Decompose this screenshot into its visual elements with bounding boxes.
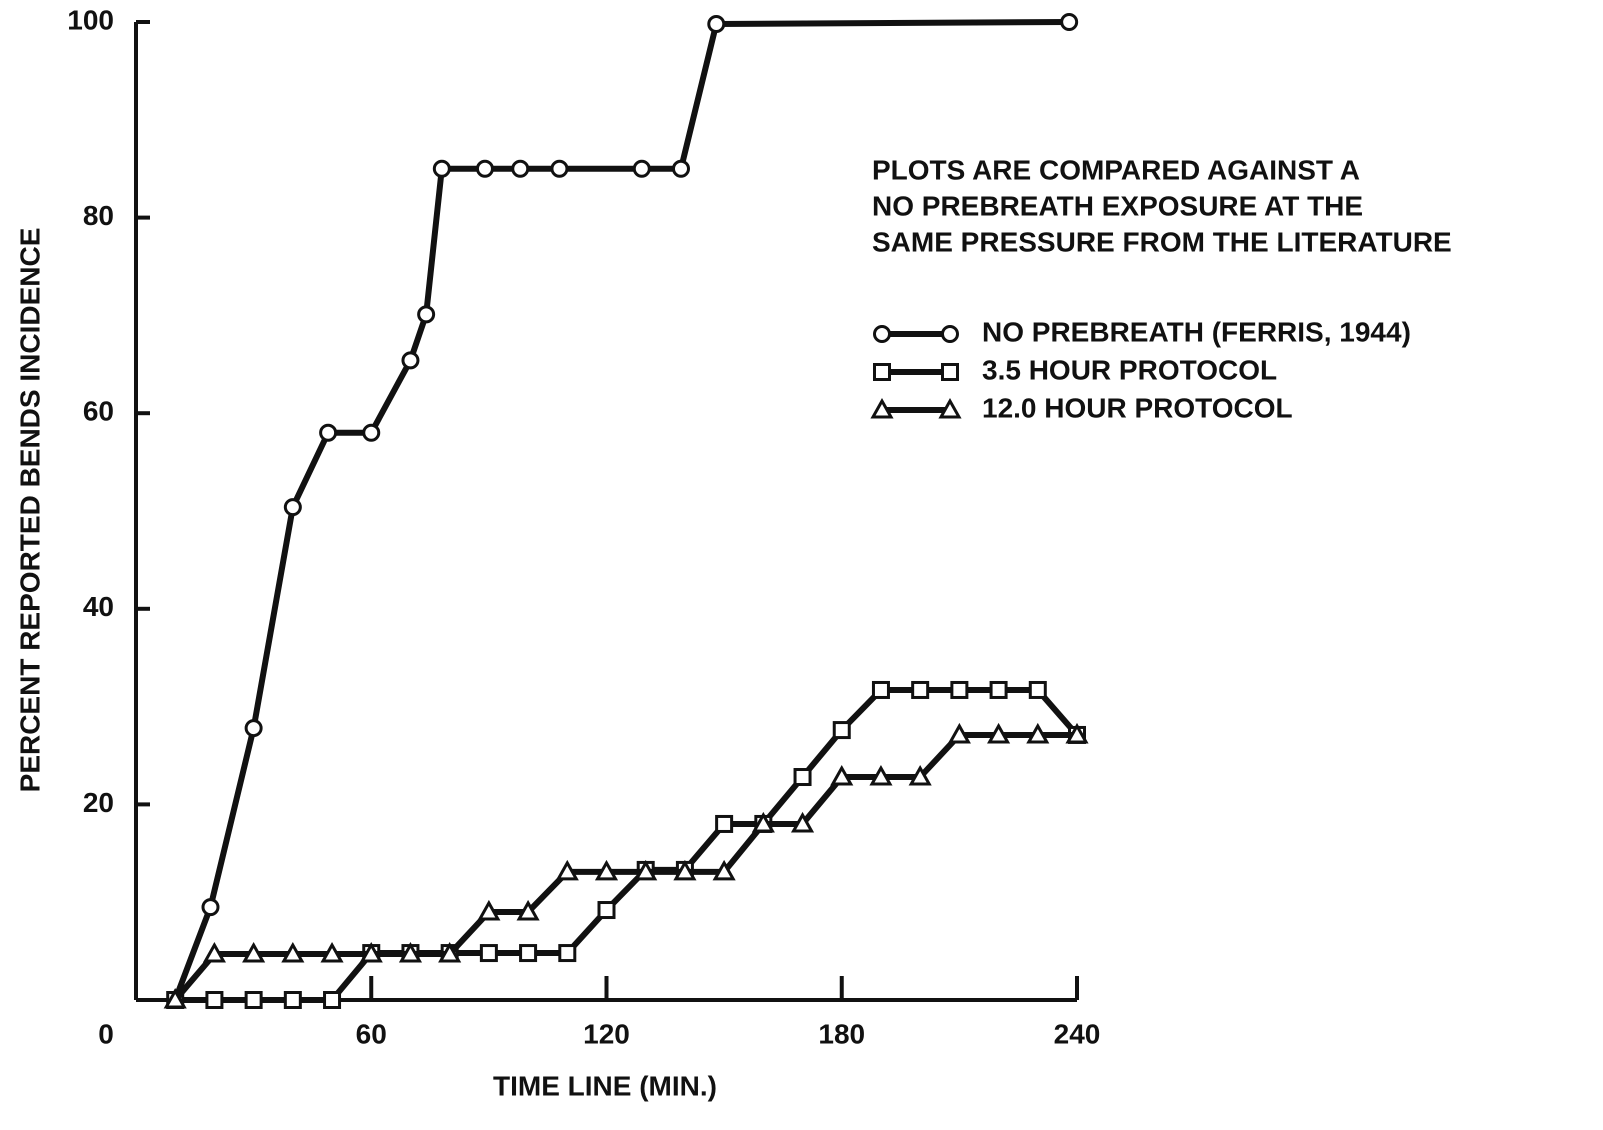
marker: [511, 159, 530, 178]
marker: [987, 722, 1011, 744]
legend-label: 12.0 HOUR PROTOCOL: [982, 392, 1293, 423]
x-tick-label: 180: [818, 1018, 865, 1049]
annotation: SAME PRESSURE FROM THE LITERATURE: [872, 226, 1452, 257]
legend-marker: [873, 325, 891, 343]
marker: [597, 901, 616, 920]
marker: [283, 991, 302, 1009]
marker: [715, 814, 734, 833]
marker: [712, 859, 736, 881]
marker: [558, 944, 577, 963]
marker: [989, 680, 1008, 699]
marker: [281, 941, 305, 963]
legend-marker: [870, 397, 894, 419]
marker: [832, 721, 851, 740]
marker: [550, 159, 569, 178]
marker: [671, 159, 690, 178]
marker: [632, 159, 651, 178]
marker: [673, 859, 697, 881]
marker: [475, 159, 494, 178]
x-axis-label: TIME LINE (MIN.): [493, 1070, 717, 1101]
marker: [1028, 680, 1047, 699]
marker: [323, 991, 342, 1009]
marker: [242, 941, 266, 963]
marker: [871, 680, 890, 699]
marker: [707, 14, 726, 33]
y-tick-label: 20: [83, 787, 114, 818]
marker: [417, 305, 436, 324]
marker: [519, 944, 538, 963]
legend-marker: [938, 397, 962, 419]
legend-marker: [941, 325, 959, 343]
x-tick-label: 240: [1054, 1018, 1101, 1049]
y-tick-label: 100: [67, 4, 114, 35]
marker: [634, 859, 658, 881]
marker: [244, 991, 263, 1009]
marker: [790, 811, 815, 833]
marker: [516, 899, 540, 921]
marker: [205, 991, 224, 1009]
marker: [1026, 722, 1050, 744]
annotation: PLOTS ARE COMPARED AGAINST A: [872, 154, 1360, 185]
marker: [283, 498, 302, 517]
marker: [319, 423, 338, 442]
marker: [244, 719, 263, 738]
marker: [908, 764, 932, 786]
marker: [950, 680, 969, 699]
marker: [751, 811, 775, 833]
x-tick-label: 120: [583, 1018, 630, 1049]
y-tick-label: 40: [83, 591, 114, 622]
y-tick-label: 80: [83, 200, 114, 231]
marker: [1065, 722, 1089, 744]
marker: [359, 941, 383, 963]
marker: [320, 941, 344, 963]
marker: [594, 859, 619, 881]
marker: [1060, 13, 1079, 31]
marker: [947, 722, 971, 744]
marker: [911, 680, 930, 699]
marker: [438, 941, 462, 963]
y-tick-label: 60: [83, 396, 114, 427]
marker: [555, 859, 579, 881]
marker: [869, 764, 893, 786]
marker: [477, 899, 501, 921]
marker: [163, 987, 187, 1009]
marker: [401, 351, 420, 370]
marker: [432, 159, 451, 178]
legend-marker: [873, 363, 891, 381]
marker: [398, 941, 423, 963]
x-tick-label: 0: [98, 1018, 114, 1049]
marker: [830, 764, 854, 786]
legend-label: 3.5 HOUR PROTOCOL: [982, 354, 1277, 385]
legend-label: NO PREBREATH (FERRIS, 1944): [982, 316, 1411, 347]
y-axis-label: PERCENT REPORTED BENDS INCIDENCE: [14, 228, 45, 793]
annotation: NO PREBREATH EXPOSURE AT THE: [872, 190, 1363, 221]
marker: [479, 944, 498, 963]
marker: [202, 941, 226, 963]
legend-marker: [941, 363, 959, 381]
marker: [362, 423, 381, 442]
marker: [201, 898, 220, 917]
marker: [793, 768, 812, 787]
series-line: [172, 19, 1070, 1002]
x-tick-label: 60: [356, 1018, 387, 1049]
series-line: [172, 731, 1077, 1002]
